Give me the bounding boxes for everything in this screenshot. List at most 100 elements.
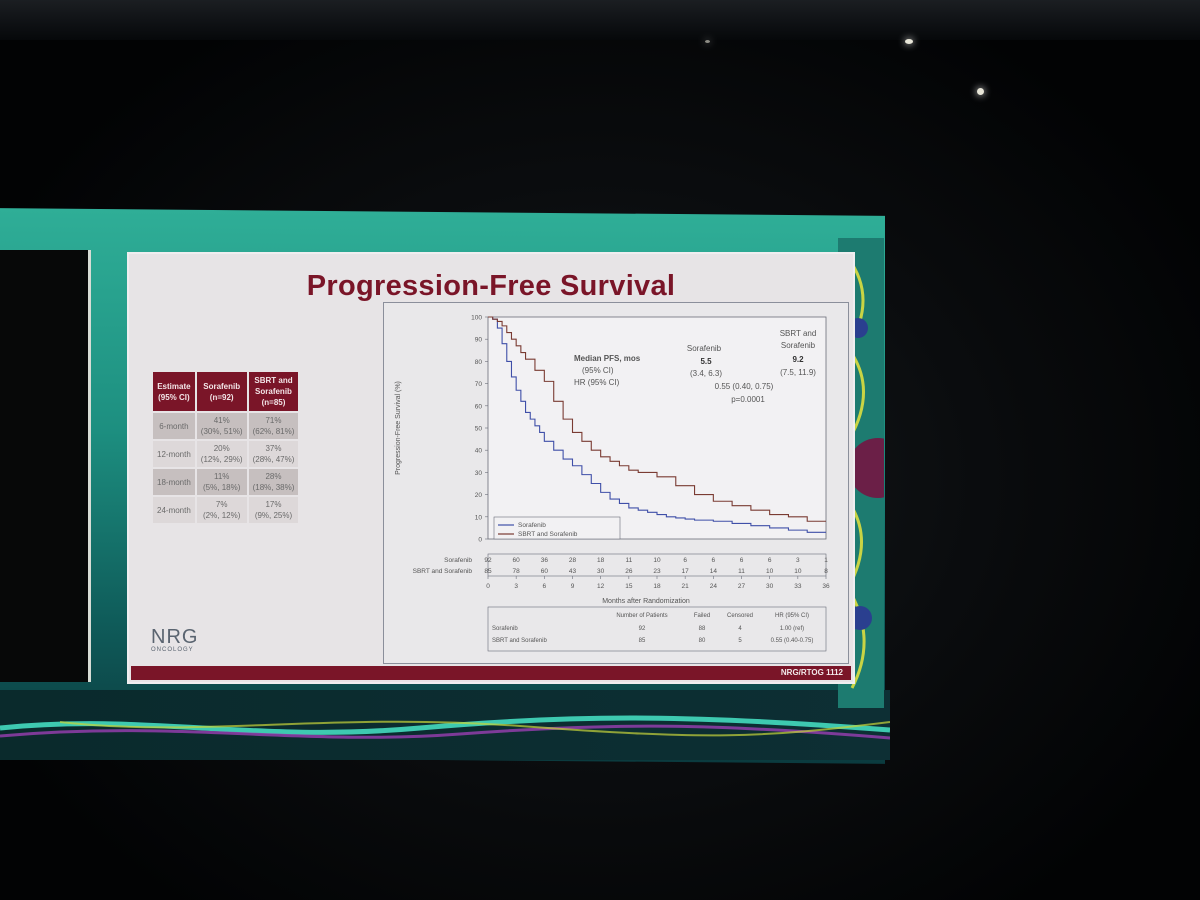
cell-sbrt: 37% (28%, 47%) (248, 441, 299, 467)
table-header-row: Estimate (95% CI) Sorafenib (n=92) SBRT an… (153, 372, 299, 411)
annotation-sorafenib-ci: (3.4, 6.3) (690, 369, 722, 378)
at-risk-value: 10 (766, 568, 774, 575)
at-risk-value: 3 (796, 557, 800, 564)
cell-sorafenib: 41% (30%, 51%) (196, 413, 247, 439)
median-pfs-annotation: Median PFS, mos (95% CI) HR (95% CI) Sor… (574, 329, 816, 404)
at-risk-value: 26 (625, 568, 633, 575)
ceiling-light (977, 88, 984, 95)
row-label: 6-month (153, 413, 195, 439)
annotation-label-ci: (95% CI) (582, 366, 614, 375)
ceiling-truss (0, 0, 1200, 40)
summary-row-censored: 5 (738, 638, 742, 644)
pfs-estimate-table: Estimate (95% CI) Sorafenib (n=92) SBRT an… (151, 370, 300, 525)
y-tick-label: 60 (475, 403, 483, 410)
summary-row-failed: 88 (699, 626, 706, 632)
summary-header-censored: Censored (727, 613, 753, 619)
header-sorafenib: Sorafenib (n=92) (196, 372, 247, 411)
at-risk-label-sorafenib: Sorafenib (444, 557, 472, 564)
annotation-sbrt-median: 9.2 (792, 355, 804, 364)
km-curve-sorafenib (488, 316, 826, 533)
x-tick-label: 33 (794, 583, 802, 590)
x-tick-label: 27 (738, 583, 746, 590)
at-risk-value: 60 (541, 568, 549, 575)
at-risk-value: 28 (569, 557, 577, 564)
at-risk-value: 10 (794, 568, 802, 575)
left-video-panel (0, 250, 91, 682)
summary-row-hr: 1.00 (ref) (780, 626, 804, 632)
x-tick-label: 36 (822, 583, 830, 590)
table-row: 6-month 41% (30%, 51%) 71% (62%, 81%) (153, 413, 299, 439)
annotation-sorafenib-header: Sorafenib (687, 344, 722, 353)
table-row: 24-month 7% (2%, 12%) 17% (9%, 25%) (153, 497, 299, 523)
summary-row-arm: Sorafenib (492, 626, 518, 632)
legend-label-sorafenib: Sorafenib (518, 522, 546, 529)
legend-box (493, 516, 621, 540)
x-tick-label: 15 (625, 583, 633, 590)
cell-sbrt: 71% (62%, 81%) (248, 413, 299, 439)
summary-header-hr: HR (95% CI) (775, 613, 809, 619)
at-risk-value: 92 (484, 557, 492, 564)
y-tick-label: 70 (475, 381, 483, 388)
x-tick-label: 6 (543, 583, 547, 590)
y-tick-label: 90 (475, 337, 483, 344)
summary-frame (487, 606, 827, 652)
cell-sbrt: 17% (9%, 25%) (248, 497, 299, 523)
x-tick-label: 12 (597, 583, 605, 590)
at-risk-value: 14 (710, 568, 718, 575)
annotation-p: p=0.0001 (731, 395, 765, 404)
ceiling-light (705, 40, 710, 43)
at-risk-value: 36 (541, 557, 549, 564)
at-risk-value: 85 (484, 568, 492, 575)
at-risk-frame (487, 553, 827, 577)
summary-row-censored: 4 (738, 626, 742, 632)
header-sbrt: SBRT and Sorafenib (n=85) (248, 372, 299, 411)
km-curve-sbrt (488, 316, 826, 522)
y-tick-label: 100 (471, 315, 482, 322)
x-tick-label: 24 (710, 583, 718, 590)
annotation-sbrt-ci: (7.5, 11.9) (780, 368, 816, 377)
slide: Progression-Free Survival Estimate (95% C… (127, 252, 855, 684)
y-tick-label: 10 (475, 514, 483, 521)
x-tick-label: 0 (486, 583, 490, 590)
at-risk-value: 6 (712, 557, 716, 564)
cell-sorafenib: 11% (5%, 18%) (196, 469, 247, 495)
plot-area (487, 316, 827, 540)
at-risk-value: 10 (653, 557, 661, 564)
at-risk-label-sbrt: SBRT and Sorafenib (413, 568, 473, 575)
annotation-sbrt-header-1: SBRT and (780, 329, 817, 338)
row-label: 18-month (153, 469, 195, 495)
y-axis-label: Progression-Free Survival (%) (395, 381, 402, 475)
at-risk-value: 6 (768, 557, 772, 564)
at-risk-value: 17 (682, 568, 690, 575)
summary-row-hr: 0.55 (0.40-0.75) (771, 638, 814, 644)
summary-header-failed: Failed (694, 613, 710, 619)
slide-title: Progression-Free Survival (306, 270, 676, 302)
summary-row-n: 92 (639, 626, 646, 632)
summary-header-n: Number of Patients (616, 613, 667, 619)
summary-table: Number of Patients Failed Censored HR (9… (487, 606, 827, 652)
at-risk-value: 60 (513, 557, 521, 564)
annotation-label-median: Median PFS, mos (574, 354, 641, 363)
annotation-hr: 0.55 (0.40, 0.75) (715, 382, 774, 391)
x-tick-label: 21 (682, 583, 690, 590)
table-row: 18-month 11% (5%, 18%) 28% (18%, 38%) (153, 469, 299, 495)
at-risk-value: 1 (824, 557, 828, 564)
x-tick-label: 30 (766, 583, 774, 590)
summary-row-arm: SBRT and Sorafenib (492, 638, 547, 644)
cell-sorafenib: 7% (2%, 12%) (196, 497, 247, 523)
summary-row-n: 85 (639, 638, 646, 644)
logo-text: NRG (151, 626, 199, 648)
at-risk-value: 78 (513, 568, 521, 575)
trial-code: NRG/RTOG 1112 (780, 668, 843, 677)
y-tick-label: 20 (475, 492, 483, 499)
cell-sbrt: 28% (18%, 38%) (248, 469, 299, 495)
annotation-label-hr: HR (95% CI) (574, 378, 620, 387)
logo-subtext: ONCOLOGY (151, 647, 194, 653)
at-risk-value: 30 (597, 568, 605, 575)
legend: Sorafenib SBRT and Sorafenib (493, 516, 621, 540)
table-row: 12-month 20% (12%, 29%) 37% (28%, 47%) (153, 441, 299, 467)
summary-row-failed: 80 (699, 638, 706, 644)
at-risk-value: 18 (597, 557, 605, 564)
legend-label-sbrt: SBRT and Sorafenib (518, 531, 578, 538)
